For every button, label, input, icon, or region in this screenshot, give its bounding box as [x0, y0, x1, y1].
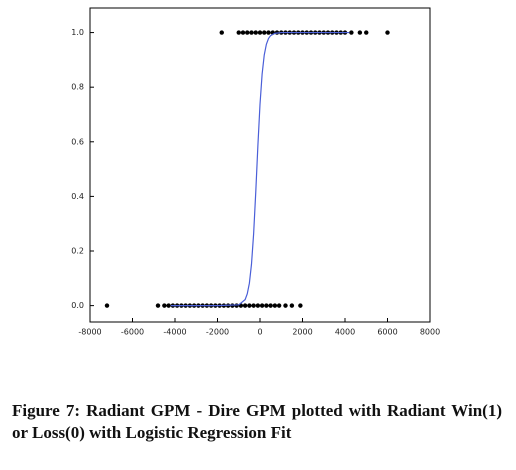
x-tick-label: 8000 — [420, 328, 440, 337]
y-tick-label: 0.6 — [71, 137, 84, 146]
figure-caption: Figure 7: Radiant GPM - Dire GPM plotted… — [12, 401, 502, 442]
x-tick-label: -6000 — [121, 328, 144, 337]
y-tick-label: 0.0 — [71, 301, 84, 310]
plot-frame — [89, 7, 431, 323]
y-tick-label: 1.0 — [71, 28, 84, 37]
data-point — [357, 30, 363, 35]
data-point — [255, 303, 261, 308]
data-point — [266, 30, 271, 35]
data-point — [155, 303, 161, 308]
x-tick-label: -2000 — [206, 328, 229, 337]
data-point — [264, 303, 269, 308]
data-point — [234, 303, 239, 308]
y-tick-label: 0.2 — [71, 247, 84, 256]
data-point — [298, 303, 303, 308]
data-point — [289, 303, 295, 308]
chart: -8000 -6000 -4000 -2000 0 2000 4000 6000 8000 0.0… — [71, 7, 440, 337]
data-point — [219, 30, 224, 35]
data-point — [276, 303, 282, 308]
data-point — [166, 303, 171, 308]
data-point — [385, 30, 390, 35]
data-point — [242, 303, 248, 308]
data-point — [236, 30, 241, 35]
data-point — [162, 303, 167, 308]
data-point — [104, 303, 110, 308]
data-point — [240, 30, 246, 35]
x-tick-label: -8000 — [78, 328, 101, 337]
x-tick-label: -4000 — [163, 328, 186, 337]
x-tick-label: 6000 — [377, 328, 397, 337]
x-tick-label: 0 — [257, 328, 262, 337]
data-point — [268, 303, 273, 308]
x-tick-label: 4000 — [335, 328, 355, 337]
data-point — [283, 303, 288, 308]
x-tick-label: 2000 — [292, 328, 312, 337]
data-point — [262, 30, 267, 35]
data-point — [364, 30, 369, 35]
data-point — [349, 30, 354, 35]
data-point — [253, 30, 258, 35]
data-point — [272, 303, 278, 308]
data-point — [245, 30, 250, 35]
y-tick-label: 0.4 — [71, 192, 84, 201]
y-tick-label: 0.8 — [71, 83, 84, 92]
data-point — [257, 30, 263, 35]
fit-line — [170, 31, 350, 307]
data-point — [259, 303, 265, 308]
data-point — [251, 303, 256, 308]
data-point — [247, 303, 252, 308]
data-point — [249, 30, 254, 35]
